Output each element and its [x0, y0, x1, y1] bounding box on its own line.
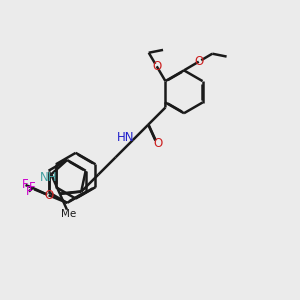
Text: HN: HN	[117, 131, 134, 144]
Text: F: F	[29, 181, 36, 194]
Text: F: F	[26, 185, 32, 198]
Text: O: O	[194, 55, 203, 68]
Text: NH: NH	[40, 171, 58, 184]
Text: O: O	[152, 60, 161, 73]
Text: Me: Me	[61, 208, 76, 218]
Text: O: O	[44, 189, 53, 202]
Text: O: O	[154, 137, 163, 150]
Text: F: F	[22, 178, 29, 191]
